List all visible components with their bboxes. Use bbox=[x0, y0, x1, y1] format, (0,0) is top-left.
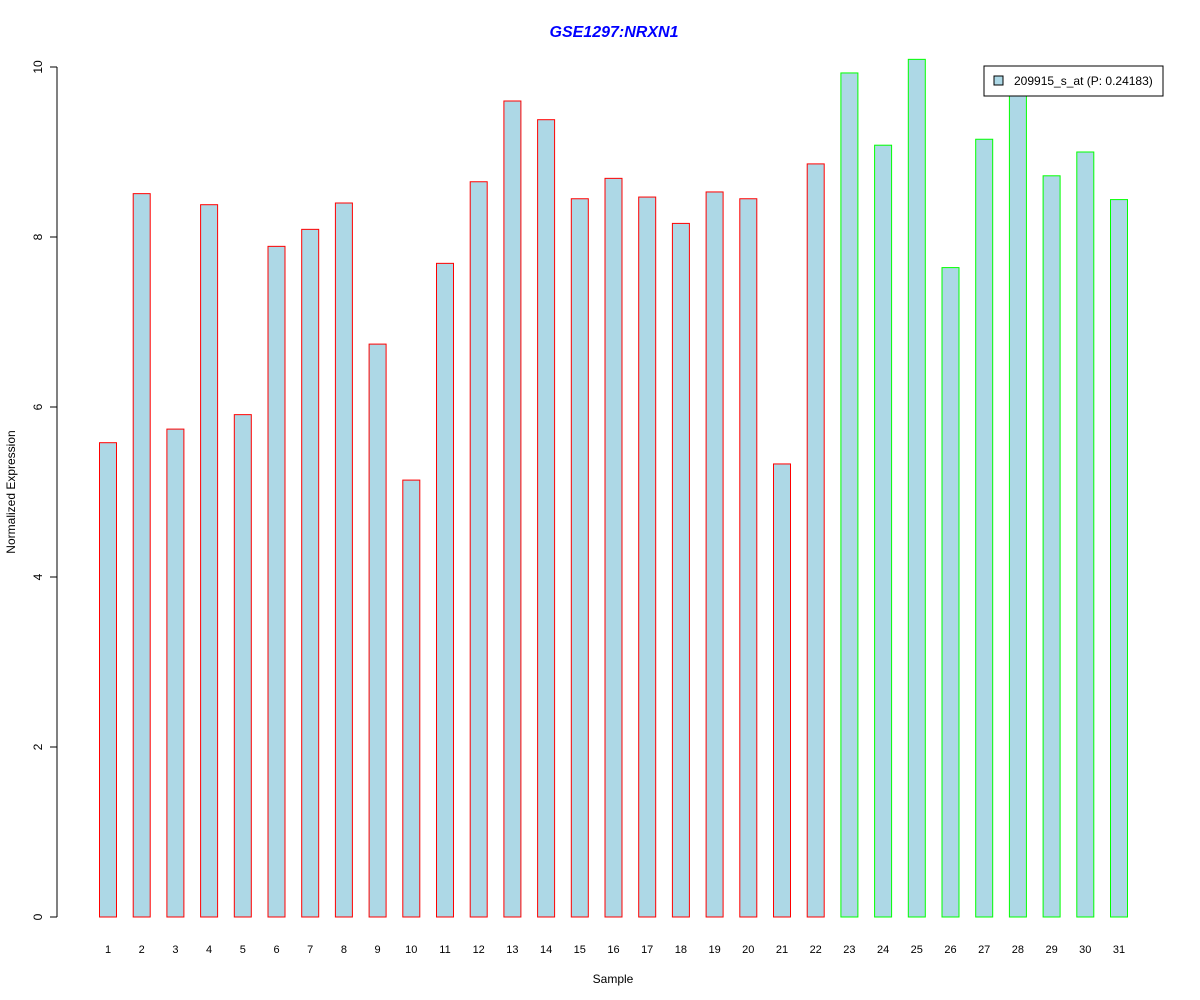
bar-sample-27 bbox=[975, 138, 994, 918]
x-tick-label: 5 bbox=[240, 944, 246, 956]
x-tick-label: 7 bbox=[307, 944, 313, 956]
x-tick-label: 4 bbox=[206, 944, 212, 956]
x-tick-label: 22 bbox=[810, 944, 822, 956]
legend-label: 209915_s_at (P: 0.24183) bbox=[1014, 74, 1153, 88]
bar-sample-26 bbox=[941, 267, 960, 918]
x-tick-label: 17 bbox=[641, 944, 653, 956]
x-tick-label: 1 bbox=[105, 944, 111, 956]
x-tick-label: 23 bbox=[843, 944, 855, 956]
bar-sample-11 bbox=[436, 262, 454, 918]
bar-sample-25 bbox=[907, 58, 926, 918]
x-tick-label: 27 bbox=[978, 944, 990, 956]
bar-sample-1 bbox=[99, 442, 117, 918]
x-tick-label: 20 bbox=[742, 944, 754, 956]
bar-sample-24 bbox=[874, 144, 893, 918]
x-tick-label: 10 bbox=[405, 944, 417, 956]
bar-sample-15 bbox=[570, 198, 589, 918]
y-tick-label: 8 bbox=[31, 233, 45, 240]
y-axis: 0 2 4 6 8 10 bbox=[31, 60, 58, 920]
x-tick-label: 14 bbox=[540, 944, 552, 956]
y-tick-label: 0 bbox=[31, 913, 45, 920]
y-tick-label: 6 bbox=[31, 403, 45, 410]
bar-sample-29 bbox=[1042, 175, 1061, 918]
bar-sample-19 bbox=[705, 191, 724, 918]
x-tick-label: 12 bbox=[473, 944, 485, 956]
bar-sample-28 bbox=[1008, 87, 1027, 918]
x-tick-label: 26 bbox=[944, 944, 956, 956]
x-tick-label: 15 bbox=[574, 944, 586, 956]
y-axis-label: Normalized Expression bbox=[4, 430, 18, 553]
bar-sample-21 bbox=[773, 463, 791, 918]
x-tick-label: 9 bbox=[375, 944, 381, 956]
x-tick-label: 30 bbox=[1079, 944, 1091, 956]
x-tick-label: 19 bbox=[708, 944, 720, 956]
x-tick-label: 29 bbox=[1045, 944, 1057, 956]
x-tick-label: 16 bbox=[607, 944, 619, 956]
chart-title: GSE1297:NRXN1 bbox=[550, 24, 679, 41]
x-tick-label: 31 bbox=[1113, 944, 1125, 956]
x-tick-labels: 1 2 3 4 5 6 7 8 9 10 11 12 13 14 15 16 17 18 19 20 21 22 23 24 2… bbox=[105, 944, 1125, 956]
bar-sample-20 bbox=[739, 198, 758, 918]
x-tick-label: 25 bbox=[911, 944, 923, 956]
legend-box bbox=[983, 65, 1164, 97]
x-tick-label: 2 bbox=[139, 944, 145, 956]
bar-sample-2 bbox=[132, 193, 151, 918]
bar-sample-18 bbox=[671, 222, 690, 918]
bar-sample-14 bbox=[537, 119, 556, 918]
bar-sample-3 bbox=[166, 428, 185, 918]
bar-sample-7 bbox=[301, 228, 320, 918]
x-tick-label: 18 bbox=[675, 944, 687, 956]
bar-sample-5 bbox=[233, 414, 252, 918]
bar-sample-23 bbox=[840, 72, 859, 918]
bars bbox=[99, 58, 1128, 918]
y-tick-label: 4 bbox=[31, 573, 45, 580]
bar-sample-31 bbox=[1110, 199, 1128, 918]
bar-sample-13 bbox=[503, 100, 522, 918]
bar-sample-30 bbox=[1076, 151, 1095, 918]
y-tick-label: 2 bbox=[31, 743, 45, 750]
bar-sample-12 bbox=[469, 181, 488, 918]
bar-sample-10 bbox=[402, 479, 421, 918]
bar-sample-8 bbox=[334, 202, 353, 918]
x-tick-label: 13 bbox=[506, 944, 518, 956]
bar-sample-4 bbox=[200, 204, 219, 918]
x-tick-label: 6 bbox=[273, 944, 279, 956]
x-tick-label: 8 bbox=[341, 944, 347, 956]
legend: 209915_s_at (P: 0.24183) bbox=[983, 65, 1164, 97]
x-axis-label: Sample bbox=[593, 972, 634, 986]
x-tick-label: 24 bbox=[877, 944, 889, 956]
y-tick-label: 10 bbox=[31, 60, 45, 74]
bar-sample-6 bbox=[267, 245, 286, 918]
x-tick-label: 3 bbox=[172, 944, 178, 956]
x-tick-label: 11 bbox=[439, 944, 450, 956]
bar-sample-17 bbox=[638, 196, 657, 918]
x-tick-label: 28 bbox=[1012, 944, 1024, 956]
legend-swatch bbox=[993, 75, 1004, 86]
bar-sample-22 bbox=[806, 163, 825, 918]
bar-sample-9 bbox=[368, 343, 387, 918]
bar-sample-16 bbox=[604, 177, 623, 918]
x-tick-label: 21 bbox=[776, 944, 788, 956]
